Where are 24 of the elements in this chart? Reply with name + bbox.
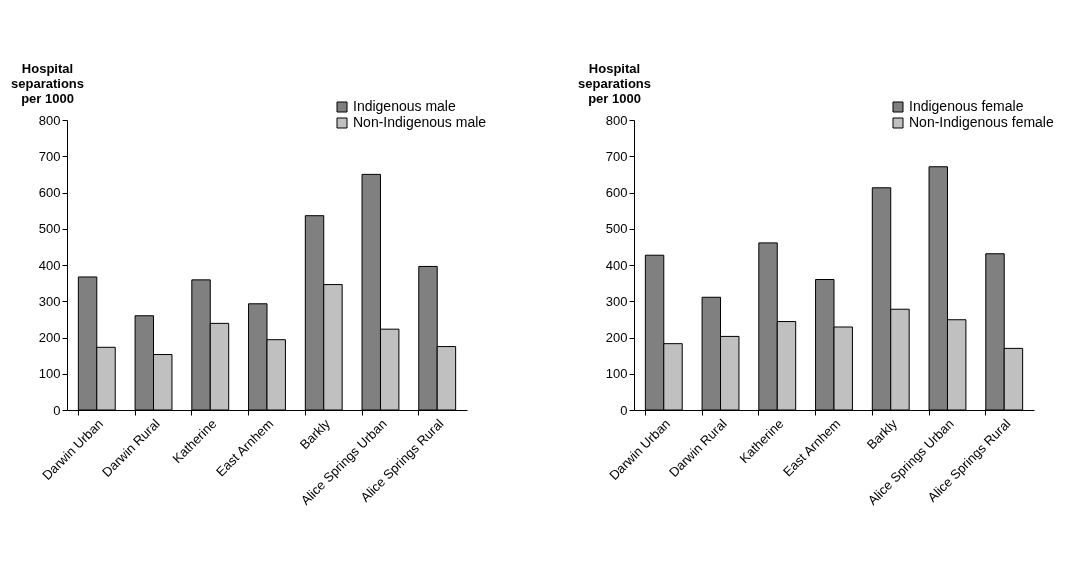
legend-label: Indigenous female — [909, 98, 1024, 114]
y-tick-label: 800 — [38, 112, 61, 128]
y-tick-label: 500 — [605, 221, 628, 237]
y-axis-title: Hospital separations per 1000 — [578, 60, 651, 106]
y-tick-label: 500 — [38, 221, 61, 237]
y-tick-label: 800 — [605, 112, 628, 128]
y-tick-label: 700 — [38, 148, 61, 164]
y-tick-label: 100 — [38, 366, 61, 382]
legend-label: Non-Indigenous female — [909, 114, 1054, 130]
y-axis-title: Hospital separations per 1000 — [11, 60, 84, 106]
y-tick-label: 0 — [620, 402, 628, 418]
y-tick-label: 300 — [38, 293, 61, 309]
y-tick-label: 600 — [38, 185, 61, 200]
y-tick-label: 400 — [38, 257, 61, 273]
y-tick-label: 400 — [605, 257, 628, 273]
y-tick-label: 200 — [605, 330, 628, 345]
y-tick-label: 100 — [605, 366, 628, 382]
legend-label: Indigenous male — [353, 98, 456, 114]
legend-label: Non-Indigenous male — [353, 114, 487, 130]
y-tick-label: 0 — [53, 402, 61, 418]
y-tick-label: 700 — [605, 148, 628, 164]
y-tick-label: 600 — [605, 185, 628, 200]
y-tick-label: 300 — [605, 293, 628, 309]
y-tick-label: 200 — [38, 330, 61, 345]
